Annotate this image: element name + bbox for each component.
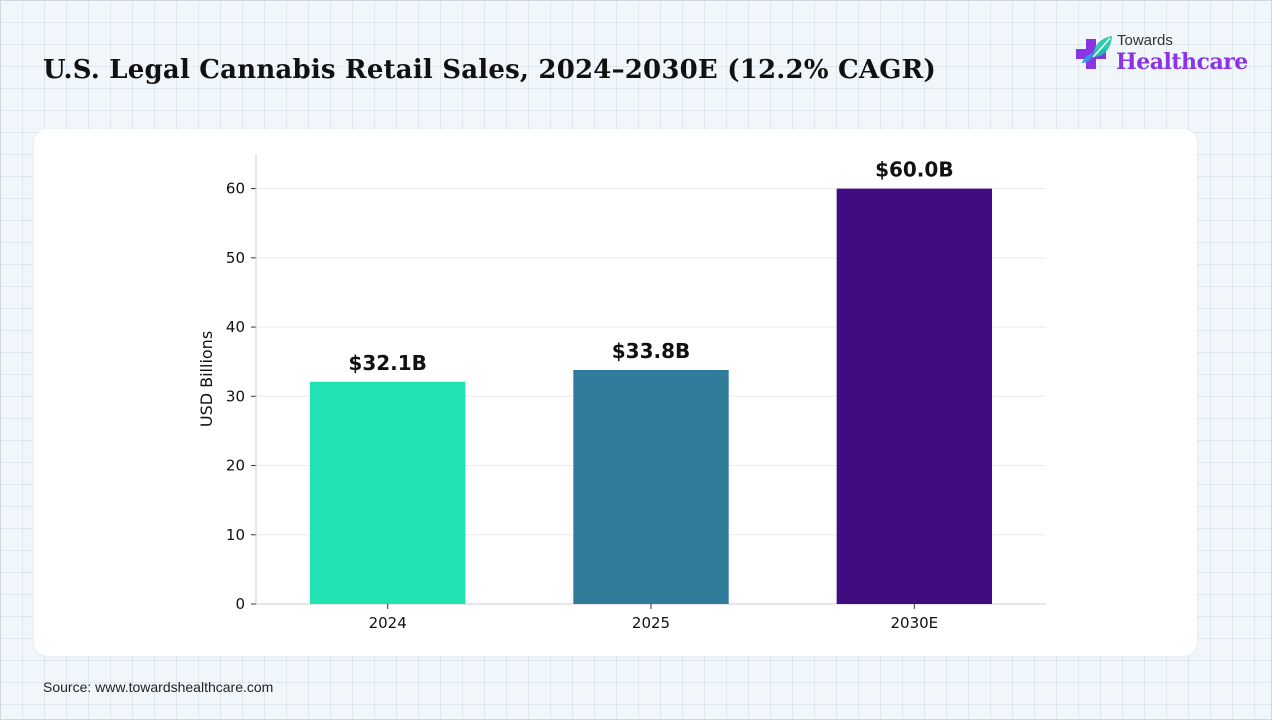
logo-text-top: Towards bbox=[1117, 32, 1173, 49]
x-tick-label: 2030E bbox=[891, 614, 939, 632]
y-tick-label: 60 bbox=[226, 180, 245, 198]
source-note: Source: www.towardshealthcare.com bbox=[43, 679, 274, 695]
chart-card: 0 10 20 30 40 50 60 USD Billions $32.1B 2024 $33.8… bbox=[34, 129, 1197, 656]
y-tick-label: 50 bbox=[226, 249, 245, 267]
bar-2025 bbox=[573, 370, 729, 604]
medical-cross-leaf-icon bbox=[1076, 36, 1112, 69]
x-tick-label: 2024 bbox=[369, 614, 407, 632]
brand-logo: Towards Healthcare bbox=[1073, 31, 1253, 81]
y-tick-label: 30 bbox=[226, 387, 245, 405]
x-tick-label: 2025 bbox=[632, 614, 670, 632]
bar-2024 bbox=[309, 381, 466, 604]
y-axis-label: USD Billions bbox=[197, 331, 216, 427]
bar-chart: 0 10 20 30 40 50 60 USD Billions $32.1B 2024 $33.8… bbox=[197, 154, 1046, 632]
logo-text-bottom: Healthcare bbox=[1116, 49, 1248, 75]
y-tick-label: 40 bbox=[226, 318, 245, 336]
y-tick-label: 0 bbox=[235, 595, 245, 613]
y-tick-label: 10 bbox=[226, 526, 245, 544]
data-label: $60.0B bbox=[875, 158, 954, 182]
y-tick-label: 20 bbox=[226, 457, 245, 475]
data-label: $33.8B bbox=[612, 339, 691, 363]
data-label: $32.1B bbox=[348, 351, 427, 375]
page-title: U.S. Legal Cannabis Retail Sales, 2024–2… bbox=[43, 55, 936, 85]
bar-2030e bbox=[836, 188, 993, 604]
